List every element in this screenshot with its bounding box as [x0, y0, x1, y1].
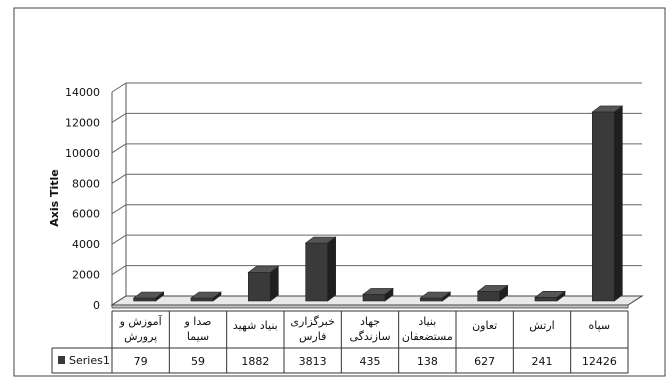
- bar-series: [132, 105, 624, 302]
- category-label: خبرگزاری: [290, 315, 334, 328]
- data-value-label: 59: [191, 355, 205, 368]
- bar-front: [420, 297, 443, 302]
- bar-side: [327, 236, 336, 302]
- data-value-label: 12426: [582, 355, 617, 368]
- bar-8: [534, 290, 566, 302]
- category-label: سازندگی: [349, 330, 390, 343]
- bar-2: [190, 291, 222, 302]
- bar-4: [304, 236, 337, 302]
- gridline-side: [111, 234, 127, 245]
- bar-front: [133, 297, 156, 302]
- bar-front: [362, 294, 386, 302]
- y-axis: 0 2000 4000 6000 8000 10000 12000 14000: [65, 86, 100, 312]
- category-label: سپاه: [589, 319, 611, 332]
- data-value-label: 627: [474, 355, 495, 368]
- bar-top: [247, 266, 280, 273]
- bar-3: [247, 265, 280, 302]
- gridline-side: [111, 143, 127, 154]
- data-value-label: 79: [134, 355, 148, 368]
- data-value-label: 1882: [241, 355, 269, 368]
- bar-front: [534, 297, 558, 302]
- bar-top: [591, 105, 624, 113]
- bar-top: [476, 285, 509, 292]
- y-tick-label: 14000: [65, 86, 100, 99]
- bar-top: [362, 288, 394, 295]
- category-label: مستضعفان: [402, 330, 453, 343]
- y-tick-label: 6000: [72, 208, 100, 221]
- bar-9: [591, 105, 624, 302]
- bar-top: [419, 291, 452, 299]
- y-tick-label: 0: [93, 299, 100, 312]
- bar-5: [362, 287, 394, 302]
- gridlines: [111, 82, 642, 306]
- gridline-side: [111, 113, 127, 123]
- category-label: فارس: [299, 330, 326, 343]
- y-tick-label: 8000: [72, 177, 100, 190]
- category-label: بنیاد شهید: [233, 319, 278, 332]
- y-tick-label: 4000: [72, 238, 100, 251]
- bar-front: [477, 291, 500, 302]
- data-value-label: 3813: [299, 355, 327, 368]
- bar-top: [132, 291, 165, 299]
- plot-floor: [110, 295, 644, 309]
- category-label: بنیاد: [418, 315, 436, 328]
- category-label: صدا و: [184, 315, 212, 328]
- y-tick-label: 10000: [65, 147, 100, 160]
- data-value-label: 138: [417, 355, 438, 368]
- bar-front: [248, 272, 271, 302]
- bar-top: [190, 291, 222, 299]
- bar-front: [592, 111, 615, 302]
- data-value-label: 241: [532, 355, 553, 368]
- data-value-label: 435: [360, 355, 381, 368]
- category-label: جهاد: [360, 315, 380, 328]
- category-label: سیما: [187, 330, 209, 343]
- bar-top: [304, 236, 337, 244]
- bar-7: [476, 284, 509, 302]
- y-tick-label: 2000: [72, 269, 100, 282]
- gridline-side: [111, 82, 127, 93]
- bar-top: [534, 291, 566, 298]
- category-label: آموزش و: [119, 314, 163, 328]
- legend-series-name: Series1: [69, 354, 110, 367]
- y-axis-title: Axis Title: [48, 169, 61, 227]
- gridline-side: [111, 204, 127, 215]
- chart-area-border: [13, 7, 666, 377]
- category-label: تعاون: [472, 319, 497, 332]
- data-table: Series1 آموزش و پرورش 79 صدا و سیما 59 بنیاد شه…: [51, 310, 629, 374]
- bar-6: [419, 291, 452, 302]
- gridline-side: [111, 173, 127, 184]
- floor-front-edge: [111, 304, 629, 309]
- bar-1: [132, 291, 165, 302]
- category-label: پرورش: [124, 330, 157, 343]
- bar-front: [190, 297, 214, 302]
- gridline-side: [111, 265, 127, 275]
- bar-front: [305, 242, 328, 302]
- bar-side: [614, 105, 623, 302]
- category-label: ارتش: [529, 319, 554, 332]
- y-tick-label: 12000: [65, 116, 100, 129]
- legend-key: [58, 356, 65, 364]
